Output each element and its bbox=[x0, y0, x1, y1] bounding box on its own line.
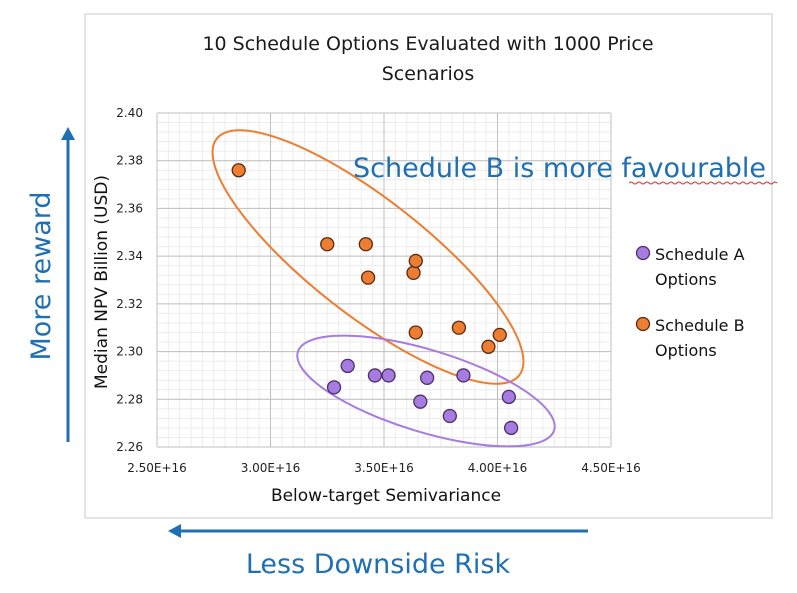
y-axis-label: Median NPV Billion (USD) bbox=[92, 175, 112, 389]
schedule-b-point bbox=[231, 163, 246, 178]
schedule-b-point bbox=[408, 253, 423, 269]
schedule-b-point bbox=[406, 265, 421, 280]
x-tick-label: 3.50E+16 bbox=[354, 461, 414, 475]
x-tick-label: 4.00E+16 bbox=[468, 461, 528, 475]
x-axis-label: Below-target Semivariance bbox=[271, 486, 501, 506]
y-tick-label: 2.26 bbox=[116, 440, 143, 454]
legend-marker-schedule-b bbox=[635, 316, 651, 332]
schedule-a-point bbox=[381, 368, 396, 383]
x-tick-label: 3.00E+16 bbox=[241, 461, 301, 475]
schedule-a-point bbox=[456, 368, 471, 383]
x-tick-label: 2.50E+16 bbox=[127, 461, 187, 475]
risk-arrowhead bbox=[168, 524, 181, 538]
legend-label-schedule-b: Options bbox=[655, 341, 717, 360]
y-tick-label: 2.30 bbox=[116, 345, 143, 359]
schedule-a-point bbox=[340, 358, 355, 374]
legend: Schedule A Options Schedule B Options bbox=[635, 245, 745, 360]
y-tick-label: 2.34 bbox=[116, 249, 143, 263]
y-tick-label: 2.28 bbox=[116, 392, 143, 406]
data-points bbox=[231, 163, 519, 436]
legend-label-schedule-a: Options bbox=[655, 270, 717, 289]
schedule-b-ellipse bbox=[211, 129, 525, 385]
schedule-a-ellipse bbox=[296, 334, 556, 448]
reward-annotation: More reward bbox=[26, 191, 57, 360]
y-tick-label: 2.32 bbox=[116, 297, 143, 311]
y-tick-label: 2.38 bbox=[116, 154, 143, 168]
schedule-b-point bbox=[358, 237, 373, 252]
schedule-b-point bbox=[360, 270, 376, 285]
spellcheck-squiggle bbox=[628, 181, 778, 185]
schedule-a-point bbox=[503, 420, 519, 436]
schedule-a-point bbox=[413, 394, 428, 409]
legend-label-schedule-b: Schedule B bbox=[655, 316, 745, 335]
y-tick-label: 2.36 bbox=[116, 201, 143, 215]
x-tick-labels: 2.50E+16 3.00E+16 3.50E+16 4.00E+16 4.50E+16 bbox=[127, 461, 641, 475]
schedule-b-point bbox=[451, 320, 467, 335]
chart-title-line-2: Scenarios bbox=[382, 63, 475, 85]
schedule-a-point bbox=[442, 408, 457, 424]
favourable-annotation: Schedule B is more favourable bbox=[353, 153, 766, 184]
schedule-a-point bbox=[326, 380, 342, 395]
schedule-a-point bbox=[419, 370, 435, 385]
legend-marker-schedule-a bbox=[635, 245, 651, 261]
schedule-a-point bbox=[501, 389, 517, 405]
reward-arrowhead bbox=[61, 127, 75, 140]
schedule-b-point bbox=[408, 325, 423, 340]
chart-title-line-1: 10 Schedule Options Evaluated with 1000 … bbox=[202, 33, 653, 55]
x-tick-label: 4.50E+16 bbox=[581, 461, 641, 475]
schedule-b-point bbox=[492, 327, 507, 343]
schedule-b-point bbox=[481, 339, 496, 354]
schedule-b-point bbox=[320, 237, 335, 252]
schedule-a-point bbox=[367, 368, 383, 383]
y-tick-labels: 2.26 2.28 2.30 2.32 2.34 2.36 2.38 2.40 bbox=[116, 106, 143, 454]
y-tick-label: 2.40 bbox=[116, 106, 143, 120]
legend-label-schedule-a: Schedule A bbox=[655, 245, 745, 264]
risk-annotation: Less Downside Risk bbox=[246, 549, 511, 580]
